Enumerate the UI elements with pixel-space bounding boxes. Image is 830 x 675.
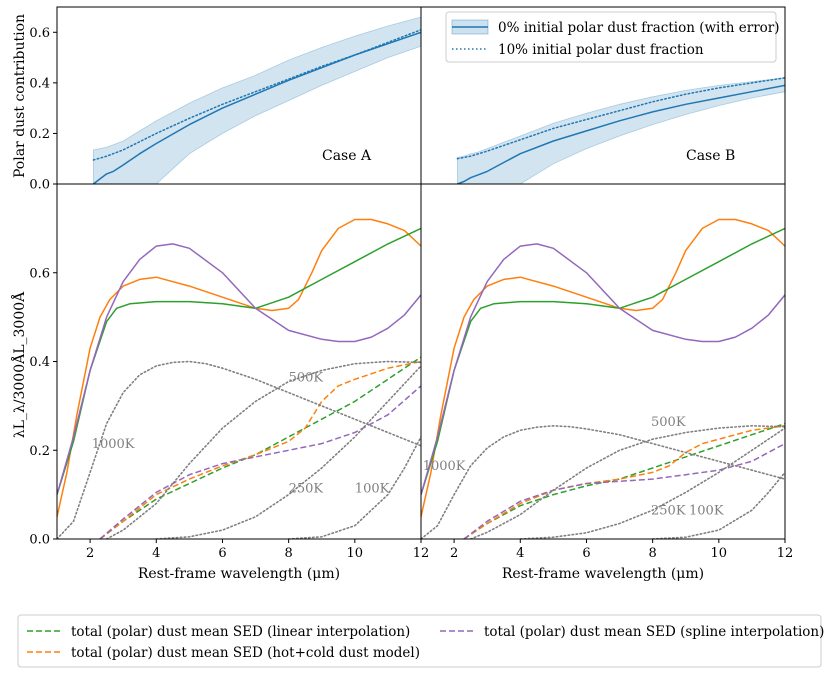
y-tick-label-2-2: 0.4 [29, 355, 50, 370]
series-line-2-4 [99, 360, 421, 539]
series-line-2-3 [99, 356, 421, 539]
panel-top-left [92, 16, 421, 184]
y-tick-label-0-2: 0.4 [29, 76, 50, 91]
temperature-label-3-0: 1000K [423, 459, 466, 474]
series-line-1-1 [456, 77, 785, 160]
series-line-2-6 [57, 360, 421, 539]
y-axis-label-bottom: λL_λ/3000ÅL_3000Å [10, 291, 28, 438]
frame-bottom-right [420, 183, 786, 540]
top-legend-label-0: 0% initial polar dust fraction (with err… [498, 20, 780, 36]
bottom-legend-label-1: total (polar) dust mean SED (hot+cold du… [71, 645, 420, 661]
series-line-1-0 [457, 84, 785, 184]
temperature-label-2-2: 250K [289, 481, 324, 496]
series-line-2-8 [155, 365, 421, 539]
temperature-label-3-3: 100K [689, 504, 724, 519]
panel-bottom-right: 1000K 500K 250K 100K [421, 218, 785, 539]
bottom-legend-box [17, 614, 822, 668]
temperature-label-2-0: 1000K [92, 437, 135, 452]
x-tick-label-2-2: 6 [218, 546, 226, 561]
y-axis-label-top: Polar dust contribution [12, 14, 28, 178]
series-line-3-1 [421, 227, 785, 495]
x-axis-label-left: Rest-frame wavelength (μm) [138, 566, 340, 582]
series-line-3-5 [463, 442, 785, 539]
series-line-2-2 [57, 243, 421, 495]
y-tick-label-2-3: 0.6 [29, 266, 50, 281]
x-tick-label-3-1: 4 [516, 546, 524, 561]
series-line-3-6 [421, 424, 785, 539]
x-tick-label-3-5: 12 [777, 546, 794, 561]
bottom-legend: total (polar) dust mean SED (linear inte… [17, 614, 824, 668]
series-line-3-8 [519, 427, 785, 539]
case-a-label: Case A [322, 148, 372, 164]
series-line-2-7 [105, 360, 421, 539]
temperature-label-3-2: 250K [651, 504, 686, 519]
series-line-2-9 [287, 436, 421, 539]
top-legend-box [445, 11, 777, 63]
axis-ticks: 0.0 0.2 0.4 0.6 0.0 0.2 0.4 0.6 2 4 6 8 10 12 2 4 6 8 10 12 [29, 26, 793, 561]
bottom-legend-label-2: total (polar) dust mean SED (spline inte… [484, 624, 824, 640]
error-band-1-0 [457, 77, 785, 184]
x-tick-label-2-1: 4 [152, 546, 160, 561]
panel-bottom-left: 1000K 500K 250K 100K [57, 218, 421, 539]
x-tick-label-2-3: 8 [284, 546, 292, 561]
x-tick-label-3-3: 8 [648, 546, 656, 561]
y-tick-label-0-1: 0.2 [29, 127, 50, 142]
top-legend: 0% initial polar dust fraction (with err… [445, 11, 780, 63]
series-line-2-1 [57, 227, 421, 495]
series-line-0-1 [92, 29, 421, 161]
x-tick-label-2-4: 10 [347, 546, 364, 561]
series-line-3-2 [421, 243, 785, 495]
temperature-label-2-1: 500K [289, 371, 324, 386]
series-line-3-0 [421, 218, 785, 517]
x-tick-label-3-2: 6 [582, 546, 590, 561]
y-tick-label-0-0: 0.0 [29, 178, 50, 193]
series-line-0-0 [92, 31, 421, 184]
bottom-legend-label-0: total (polar) dust mean SED (linear inte… [71, 624, 410, 640]
y-tick-label-0-3: 0.6 [29, 26, 50, 41]
series-line-3-9 [651, 471, 785, 539]
top-legend-label-1: 10% initial polar dust fraction [498, 42, 704, 58]
x-tick-label-3-0: 2 [450, 546, 458, 561]
error-band-0-0 [93, 16, 421, 184]
y-tick-label-2-0: 0.0 [29, 533, 50, 548]
y-tick-label-2-1: 0.2 [29, 444, 50, 459]
x-tick-label-3-4: 10 [711, 546, 728, 561]
series-line-3-7 [469, 424, 785, 539]
x-tick-label-2-0: 2 [86, 546, 94, 561]
x-tick-label-2-5: 12 [413, 546, 430, 561]
temperature-label-2-3: 100K [355, 481, 390, 496]
temperature-label-3-1: 500K [651, 415, 686, 430]
case-b-label: Case B [686, 148, 735, 164]
series-line-2-5 [99, 385, 421, 539]
x-axis-label-right: Rest-frame wavelength (μm) [502, 566, 704, 582]
series-line-2-0 [57, 218, 421, 517]
series-line-3-4 [463, 425, 785, 539]
series-line-3-3 [463, 422, 785, 539]
panel-top-right [456, 77, 785, 184]
